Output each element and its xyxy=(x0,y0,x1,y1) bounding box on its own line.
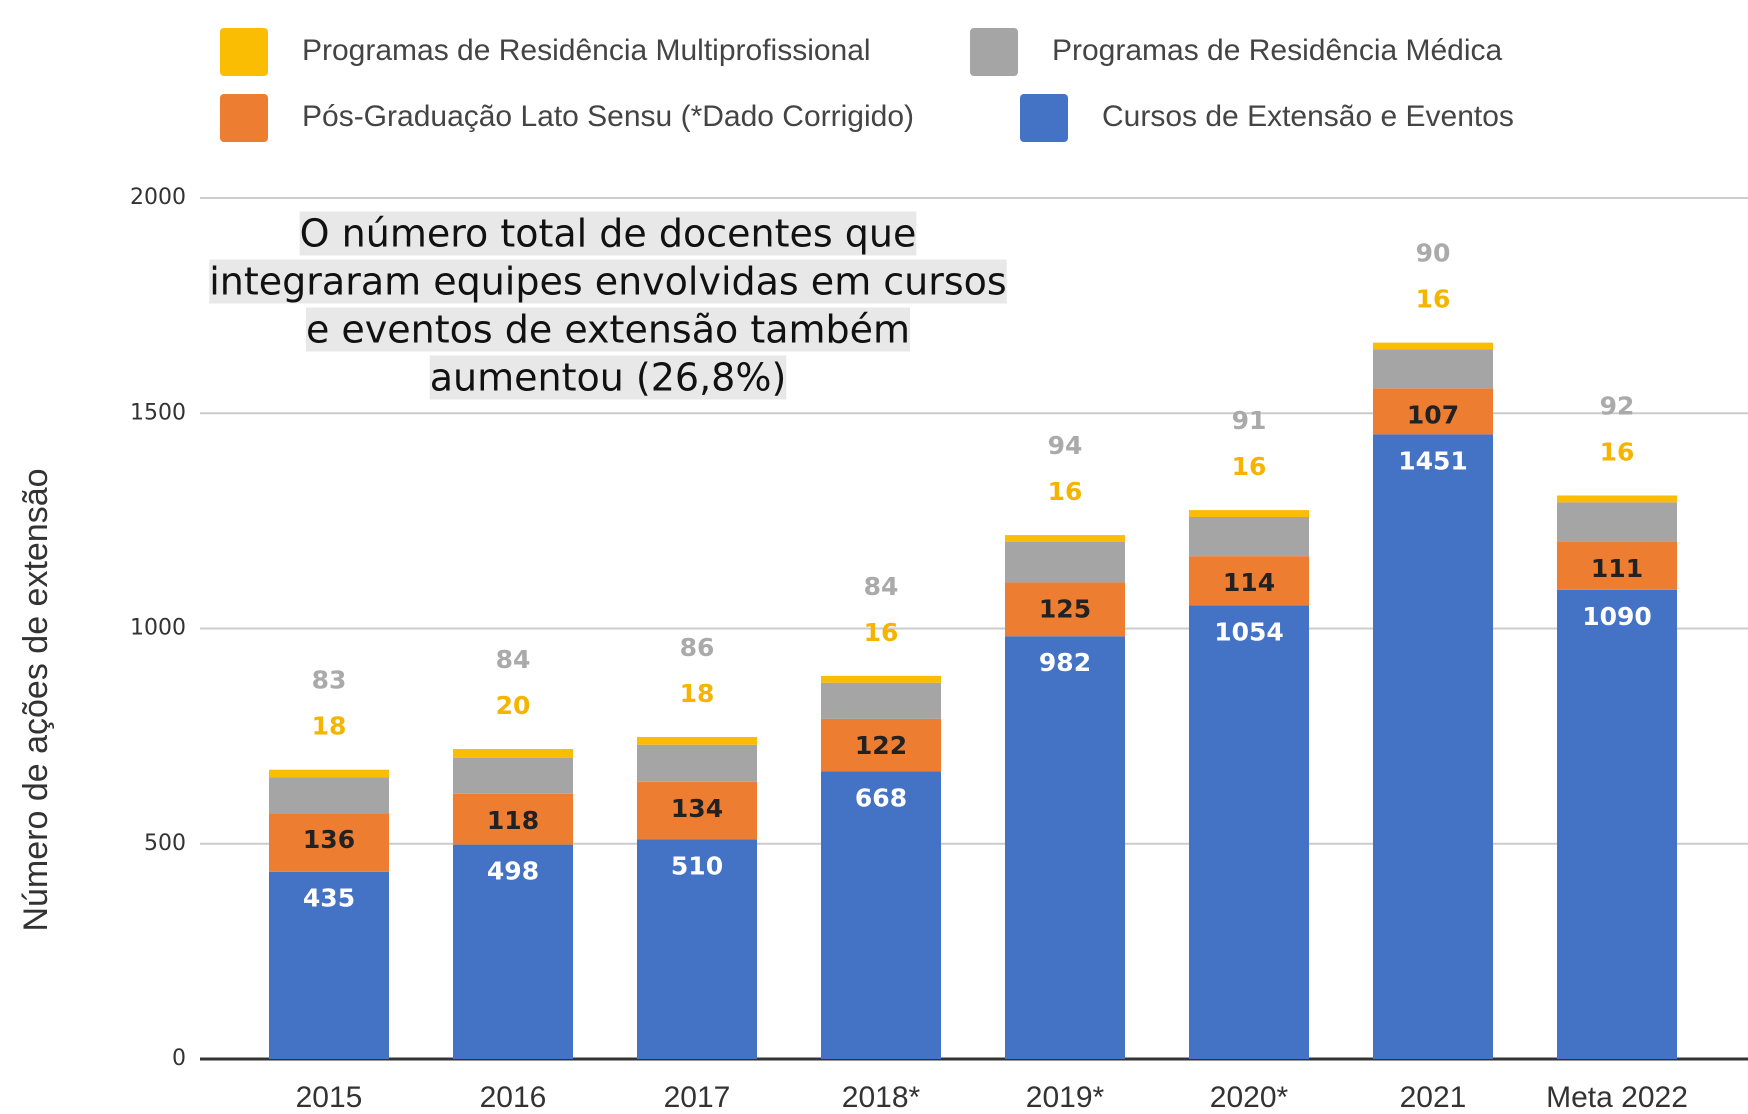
bar-segment xyxy=(637,839,757,1059)
bar-segment xyxy=(269,777,389,814)
annotation-bg xyxy=(305,307,911,352)
x-tick-label: 2019* xyxy=(1026,1081,1105,1114)
bar-segment xyxy=(1005,541,1125,583)
data-label: 16 xyxy=(864,618,899,647)
legend-swatch xyxy=(220,28,268,76)
x-tick-label: 2017 xyxy=(664,1081,731,1114)
y-axis-label: Número de ações de extensão xyxy=(17,468,55,931)
legend-swatch xyxy=(970,28,1018,76)
x-tick-label: 2016 xyxy=(480,1081,547,1114)
legend-label: Pós-Graduação Lato Sensu (*Dado Corrigid… xyxy=(302,100,914,133)
data-label: 86 xyxy=(680,633,715,662)
y-tick-label: 2000 xyxy=(130,185,186,210)
annotation: aumentou (26,8%) xyxy=(430,356,787,400)
data-label: 16 xyxy=(1600,437,1635,466)
annotation: integraram equipes envolvidas em cursos xyxy=(209,260,1006,304)
data-label: 435 xyxy=(303,884,355,913)
legend-label: Programas de Residência Multiprofissiona… xyxy=(302,34,871,67)
bar-segment xyxy=(453,844,573,1059)
data-label: 982 xyxy=(1039,648,1091,677)
data-label: 92 xyxy=(1600,391,1635,420)
bar-segment xyxy=(637,736,757,745)
data-label: 111 xyxy=(1591,554,1643,583)
annotation-bg xyxy=(299,211,917,256)
bar-segment xyxy=(1557,589,1677,1059)
legend-label: Programas de Residência Médica xyxy=(1052,34,1503,67)
data-label: 84 xyxy=(864,572,899,601)
annotation: O número total de docentes que xyxy=(300,212,917,256)
bar-segment xyxy=(821,771,941,1059)
bar-segment xyxy=(269,813,389,872)
data-label: 134 xyxy=(671,794,723,823)
data-label: 122 xyxy=(855,731,907,760)
bar-segment xyxy=(269,769,389,778)
bar-segment xyxy=(1189,605,1309,1059)
data-label: 136 xyxy=(303,825,355,854)
bar-segment xyxy=(1557,502,1677,542)
bar-segment xyxy=(637,781,757,840)
bar-segment xyxy=(453,749,573,758)
data-label: 16 xyxy=(1416,285,1451,314)
bar-segment xyxy=(1005,535,1125,542)
bar-segment xyxy=(821,682,941,719)
bar-segment xyxy=(637,744,757,782)
x-tick-label: 2018* xyxy=(842,1081,921,1114)
data-label: 498 xyxy=(487,857,539,886)
data-label: 1090 xyxy=(1582,602,1652,631)
data-label: 107 xyxy=(1407,400,1459,429)
data-label: 91 xyxy=(1232,406,1267,435)
annotation-bg xyxy=(209,259,1007,304)
legend-label: Cursos de Extensão e Eventos xyxy=(1102,100,1514,133)
bar-segment xyxy=(1189,556,1309,606)
x-tick-label: Meta 2022 xyxy=(1546,1081,1688,1114)
bar-segment xyxy=(453,757,573,794)
data-label: 118 xyxy=(487,806,539,835)
legend-swatch xyxy=(1020,94,1068,142)
x-tick-label: 2015 xyxy=(296,1081,363,1114)
legend-swatch xyxy=(220,94,268,142)
y-tick-label: 500 xyxy=(144,831,186,856)
bar-segment xyxy=(1005,636,1125,1059)
bar-segment xyxy=(1373,349,1493,389)
data-label: 1451 xyxy=(1398,446,1468,475)
bar-segment xyxy=(1189,517,1309,557)
bar-segment xyxy=(1373,388,1493,435)
y-tick-label: 1000 xyxy=(130,616,186,641)
data-label: 16 xyxy=(1048,477,1083,506)
y-tick-label: 1500 xyxy=(130,400,186,425)
bar-segment xyxy=(1373,434,1493,1060)
bar-segment xyxy=(1373,342,1493,350)
x-tick-label: 2020* xyxy=(1210,1081,1289,1114)
data-label: 18 xyxy=(312,712,347,741)
bar-segment xyxy=(453,793,573,845)
data-label: 16 xyxy=(1232,452,1267,481)
bar-segment xyxy=(821,718,941,772)
bar-segment xyxy=(1557,541,1677,590)
bar-segment xyxy=(269,871,389,1059)
data-label: 114 xyxy=(1223,568,1275,597)
annotation-bg xyxy=(429,355,787,400)
bar-segment xyxy=(821,675,941,683)
data-label: 83 xyxy=(312,666,347,695)
data-label: 668 xyxy=(855,783,907,812)
y-tick-label: 0 xyxy=(172,1046,186,1071)
bar-segment xyxy=(1557,495,1677,503)
x-tick-label: 2021 xyxy=(1400,1081,1467,1114)
data-label: 18 xyxy=(680,679,715,708)
data-label: 94 xyxy=(1048,431,1083,460)
data-label: 84 xyxy=(496,645,531,674)
data-label: 1054 xyxy=(1214,617,1284,646)
data-label: 20 xyxy=(496,691,531,720)
data-label: 125 xyxy=(1039,594,1091,623)
data-label: 90 xyxy=(1416,239,1451,268)
bar-segment xyxy=(1189,510,1309,518)
bar-segment xyxy=(1005,582,1125,637)
data-label: 510 xyxy=(671,851,723,880)
annotation: e eventos de extensão também xyxy=(306,308,910,352)
